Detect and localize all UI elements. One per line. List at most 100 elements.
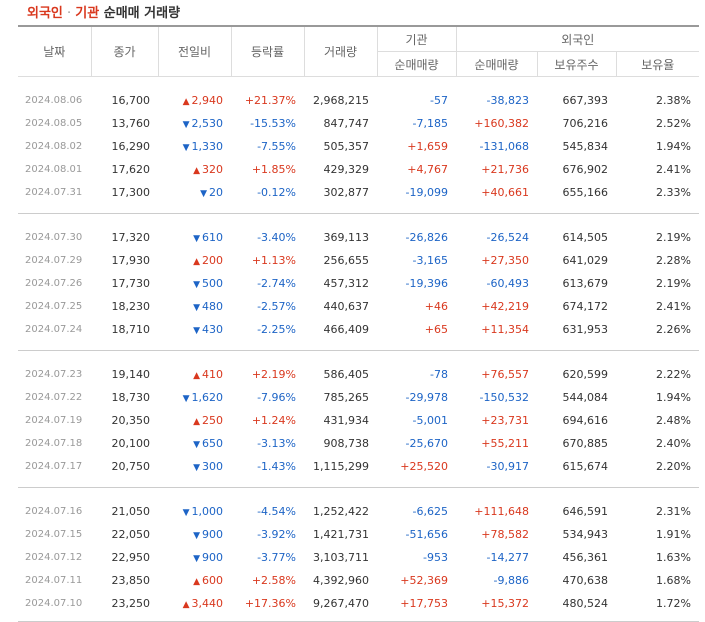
header-volume: 거래량 — [304, 26, 378, 77]
cell-date: 2024.07.23 — [25, 369, 83, 380]
cell-change: ▼ 500 — [158, 272, 231, 295]
cell-foreign-net: +27,350 — [481, 254, 529, 267]
cell-foreign-hold: 544,084 — [562, 391, 609, 404]
cell-foreign-net: +15,372 — [481, 597, 529, 610]
change-value: 1,620 — [191, 391, 224, 404]
cell-foreign-net: +55,211 — [481, 437, 529, 450]
spacer-cell — [18, 77, 699, 90]
cell-rate: -3.92% — [257, 528, 296, 541]
cell-foreign-net: +21,736 — [481, 163, 529, 176]
change-value: 300 — [202, 460, 223, 473]
cell-foreign-ratio: 1.68% — [656, 574, 691, 587]
change-value: 1,000 — [191, 505, 224, 518]
cell-rate: +1.13% — [251, 254, 296, 267]
cell-change: ▼ 1,620 — [158, 386, 231, 409]
cell-inst-net: +46 — [424, 300, 448, 313]
cell-rate: +21.37% — [244, 94, 296, 107]
cell-foreign-hold: 706,216 — [562, 117, 609, 130]
cell-foreign-hold: 480,524 — [562, 597, 609, 610]
cell-rate: -7.55% — [257, 140, 296, 153]
cell-inst-net: -29,978 — [405, 391, 448, 404]
cell-foreign-net: +11,354 — [481, 323, 529, 336]
cell-inst-net: +17,753 — [400, 597, 448, 610]
table-row: 2024.08.01 17,620 ▲ 320 +1.85% 429,329 +4,767 +… — [18, 158, 699, 181]
down-triangle-icon: ▼ — [182, 143, 190, 153]
cell-change: ▲ 600 — [158, 569, 231, 592]
change-value: 250 — [202, 414, 223, 427]
cell-foreign-hold: 545,834 — [562, 140, 609, 153]
cell-volume: 440,637 — [323, 300, 370, 313]
cell-close: 20,350 — [111, 414, 151, 427]
cell-volume: 3,103,711 — [313, 551, 369, 564]
cell-date: 2024.07.15 — [25, 529, 83, 540]
table-row: 2024.07.31 17,300 ▼ 20 -0.12% 302,877 -19,099 +… — [18, 181, 699, 204]
row-spacer — [18, 615, 699, 622]
cell-foreign-hold: 620,599 — [562, 368, 609, 381]
title-suffix: 순매매 거래량 — [99, 6, 181, 21]
cell-inst-net: -953 — [423, 551, 448, 564]
cell-inst-net: +1,659 — [407, 140, 448, 153]
cell-foreign-hold: 667,393 — [562, 94, 609, 107]
cell-rate: -2.57% — [257, 300, 296, 313]
down-triangle-icon: ▼ — [193, 531, 200, 541]
cell-foreign-net: -30,917 — [486, 460, 529, 473]
cell-close: 23,850 — [111, 574, 151, 587]
up-triangle-icon: ▲ — [193, 371, 200, 381]
cell-foreign-hold: 614,505 — [562, 231, 609, 244]
cell-foreign-net: -38,823 — [486, 94, 529, 107]
cell-inst-net: -19,099 — [405, 186, 448, 199]
cell-foreign-ratio: 2.52% — [656, 117, 691, 130]
cell-change: ▼ 900 — [158, 523, 231, 546]
down-triangle-icon: ▼ — [193, 463, 200, 473]
change-value: 600 — [202, 574, 223, 587]
cell-date: 2024.07.16 — [25, 506, 83, 517]
cell-foreign-hold: 655,166 — [562, 186, 609, 199]
cell-foreign-net: +78,582 — [481, 528, 529, 541]
header-foreign-net: 순매매량 — [456, 51, 538, 77]
change-value: 650 — [202, 437, 223, 450]
down-triangle-icon: ▼ — [193, 280, 200, 290]
cell-foreign-net: +42,219 — [481, 300, 529, 313]
cell-volume: 4,392,960 — [313, 574, 369, 587]
cell-inst-net: -25,670 — [405, 437, 448, 450]
cell-change: ▼ 1,330 — [158, 135, 231, 158]
cell-foreign-net: -26,524 — [486, 231, 529, 244]
cell-close: 13,760 — [111, 117, 151, 130]
change-value: 410 — [202, 368, 223, 381]
cell-volume: 785,265 — [323, 391, 370, 404]
cell-foreign-net: +160,382 — [474, 117, 529, 130]
cell-volume: 1,115,299 — [313, 460, 369, 473]
table-row: 2024.07.17 20,750 ▼ 300 -1.43% 1,115,299 +25,5… — [18, 455, 699, 478]
cell-date: 2024.08.05 — [25, 118, 83, 129]
cell-inst-net: -19,396 — [405, 277, 448, 290]
section-title: 외국인 · 기관 순매매 거래량 — [27, 2, 180, 21]
cell-close: 17,320 — [111, 231, 151, 244]
cell-volume: 429,329 — [323, 163, 370, 176]
cell-foreign-hold: 615,674 — [562, 460, 609, 473]
cell-inst-net: -78 — [430, 368, 448, 381]
cell-date: 2024.08.02 — [25, 141, 83, 152]
spacer-cell — [18, 615, 699, 622]
change-value: 500 — [202, 277, 223, 290]
cell-close: 17,620 — [111, 163, 151, 176]
spacer-cell — [18, 351, 699, 364]
up-triangle-icon: ▲ — [182, 600, 190, 610]
cell-change: ▲ 410 — [158, 363, 231, 386]
cell-rate: -1.43% — [257, 460, 296, 473]
table-row: 2024.08.06 16,700 ▲ 2,940 +21.37% 2,968,215 -5… — [18, 89, 699, 112]
cell-rate: +17.36% — [244, 597, 296, 610]
header-foreign: 외국인 — [456, 26, 699, 52]
cell-date: 2024.07.11 — [25, 575, 83, 586]
cell-rate: -3.13% — [257, 437, 296, 450]
cell-foreign-ratio: 2.20% — [656, 460, 691, 473]
header-close: 종가 — [91, 26, 159, 77]
cell-inst-net: +25,520 — [400, 460, 448, 473]
cell-rate: -2.74% — [257, 277, 296, 290]
cell-close: 19,140 — [111, 368, 151, 381]
down-triangle-icon: ▼ — [193, 554, 200, 564]
cell-close: 21,050 — [111, 505, 151, 518]
change-value: 430 — [202, 323, 223, 336]
cell-foreign-ratio: 2.28% — [656, 254, 691, 267]
cell-foreign-net: +40,661 — [481, 186, 529, 199]
cell-foreign-ratio: 1.94% — [656, 140, 691, 153]
